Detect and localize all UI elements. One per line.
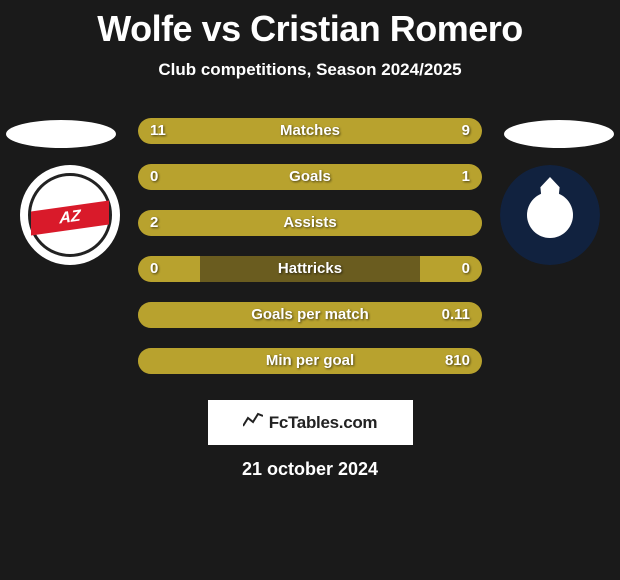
player-left-name: Wolfe [97, 8, 192, 49]
az-logo-text: AZ [31, 201, 109, 236]
az-logo: AZ [28, 173, 112, 257]
stat-value-left: 2 [150, 210, 158, 236]
comparison-card: Wolfe vs Cristian Romero Club competitio… [0, 0, 620, 480]
stat-row: Goals0 1 [138, 164, 482, 190]
stat-label: Assists [138, 210, 482, 236]
stat-value-left: 11 [150, 118, 166, 144]
club-logo-left: AZ [20, 165, 120, 265]
site-badge[interactable]: FcTables.com [208, 400, 413, 445]
stat-label: Goals per match [138, 302, 482, 328]
stat-value-right: 1 [462, 164, 470, 190]
stat-label: Goals [138, 164, 482, 190]
stat-row: Matches11 9 [138, 118, 482, 144]
stat-value-right: 810 [445, 348, 470, 374]
stat-value-right: 0 [462, 256, 470, 282]
stat-row: Min per goal810 [138, 348, 482, 374]
club-logo-right [500, 165, 600, 265]
player-head-ellipse-left [6, 120, 116, 148]
stat-label: Matches [138, 118, 482, 144]
site-label: FcTables.com [269, 413, 378, 433]
spurs-ball-icon [527, 192, 573, 238]
stat-value-left: 0 [150, 164, 158, 190]
stat-label: Hattricks [138, 256, 482, 282]
subtitle: Club competitions, Season 2024/2025 [0, 60, 620, 80]
stat-row: Assists2 [138, 210, 482, 236]
spurs-logo [500, 165, 600, 265]
footer-date: 21 october 2024 [0, 459, 620, 480]
stat-value-right: 0.11 [442, 302, 470, 328]
stat-value-left: 0 [150, 256, 158, 282]
stat-bars: Matches119Goals01Assists2Hattricks00Goal… [138, 118, 482, 394]
player-right-name: Cristian Romero [250, 8, 523, 49]
chart-icon [243, 412, 263, 433]
stat-label: Min per goal [138, 348, 482, 374]
title: Wolfe vs Cristian Romero [0, 8, 620, 50]
stat-row: Goals per match0.11 [138, 302, 482, 328]
player-head-ellipse-right [504, 120, 614, 148]
stats-stage: AZ Matches119Goals01Assists2Hattricks00G… [0, 110, 620, 400]
stat-value-right: 9 [462, 118, 470, 144]
vs-text: vs [202, 8, 241, 49]
stat-row: Hattricks0 0 [138, 256, 482, 282]
